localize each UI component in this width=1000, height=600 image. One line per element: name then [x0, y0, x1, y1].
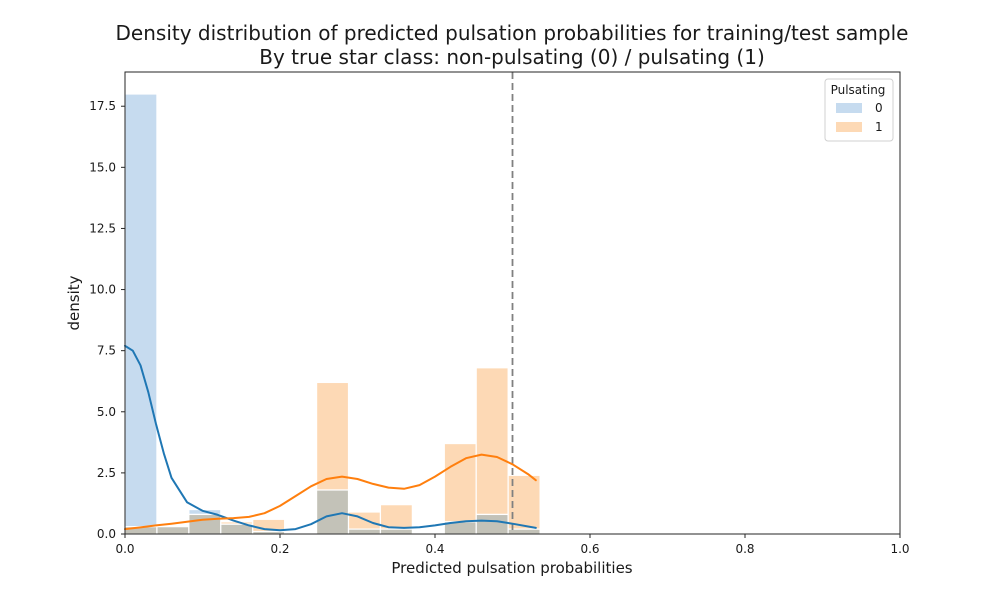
x-tick-label: 0.6	[580, 542, 599, 556]
x-tick-label: 0.2	[270, 542, 289, 556]
chart-subtitle: By true star class: non-pulsating (0) / …	[259, 45, 765, 69]
y-tick-label: 7.5	[97, 344, 116, 358]
bar-pulsating-1	[315, 381, 350, 491]
legend-title: Pulsating	[831, 83, 886, 97]
kde-line-1	[124, 453, 537, 531]
y-tick-label: 10.0	[89, 283, 116, 297]
legend-swatch-1	[836, 122, 862, 132]
x-tick-label: 1.0	[890, 542, 909, 556]
bar-overlap	[475, 513, 509, 535]
y-tick-label: 5.0	[97, 405, 116, 419]
x-tick-label: 0.0	[115, 542, 134, 556]
bar-overlap	[379, 528, 413, 535]
bar-overlap	[188, 513, 222, 535]
legend-label-1: 1	[875, 120, 883, 134]
x-tick-label: 0.4	[425, 542, 444, 556]
y-tick-label: 0.0	[97, 527, 116, 541]
plot-area: 0.0 0.2 0.4 0.6 0.8 1.0 0.0 2.5 5.0 7.5 10.0 12.5 15…	[89, 71, 910, 556]
legend: Pulsating 0 1	[824, 78, 894, 142]
x-tick-label: 0.8	[735, 542, 754, 556]
bar-pulsating-1	[475, 367, 509, 516]
chart-title: Density distribution of predicted pulsat…	[116, 21, 909, 45]
bar-pulsating-1	[507, 474, 541, 530]
y-tick-label: 15.0	[89, 160, 116, 174]
legend-swatch-0	[836, 103, 862, 113]
y-axis-label: density	[65, 275, 83, 330]
bar-overlap	[315, 489, 350, 535]
y-tick-label: 17.5	[89, 99, 116, 113]
x-axis-label: Predicted pulsation probabilities	[391, 559, 632, 577]
y-tick-label: 12.5	[89, 221, 116, 235]
bar-pulsating-1	[379, 504, 413, 530]
plot-frame	[124, 71, 901, 535]
bar-overlap	[156, 526, 190, 535]
kde-line-0	[124, 344, 537, 532]
bar-pulsating-1	[443, 442, 477, 523]
bar-pulsating-0	[124, 93, 158, 528]
legend-label-0: 0	[875, 101, 883, 115]
bar-overlap	[347, 528, 382, 535]
y-tick-label: 2.5	[97, 466, 116, 480]
